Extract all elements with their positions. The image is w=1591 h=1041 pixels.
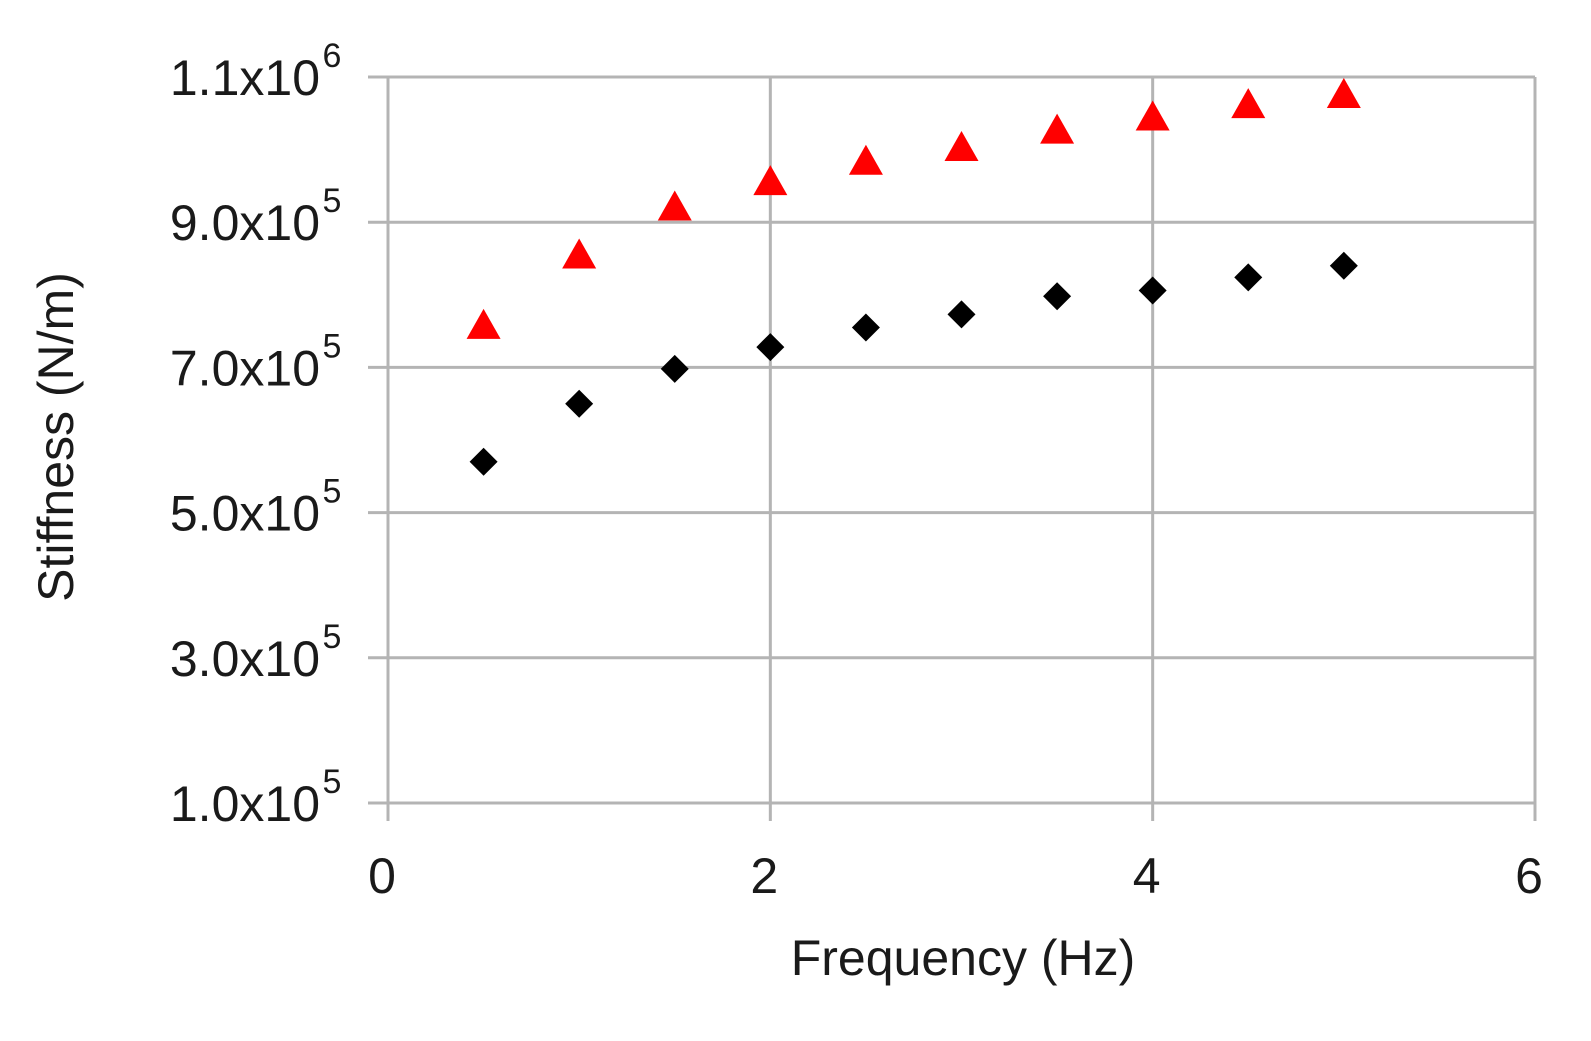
data-point-triangle bbox=[657, 190, 692, 221]
data-point-triangle bbox=[1135, 100, 1170, 131]
y-tick-label: 9.0x10 bbox=[170, 195, 320, 251]
data-point-diamond bbox=[1043, 282, 1072, 311]
x-axis-title: Frequency (Hz) bbox=[791, 930, 1136, 986]
data-point-diamond bbox=[756, 333, 785, 362]
data-point-triangle bbox=[562, 238, 597, 269]
y-tick-label: 1.0x10 bbox=[170, 776, 320, 832]
y-axis-title: Stiffness (N/m) bbox=[28, 272, 84, 602]
data-point-diamond bbox=[469, 447, 498, 476]
y-tick-exponent: 5 bbox=[323, 763, 342, 801]
data-point-diamond bbox=[1329, 251, 1358, 280]
data-point-diamond bbox=[1138, 276, 1167, 305]
data-point-diamond bbox=[1234, 263, 1263, 292]
y-tick-exponent: 5 bbox=[323, 473, 342, 511]
data-point-triangle bbox=[753, 165, 788, 196]
data-point-diamond bbox=[851, 313, 880, 342]
series-diamond bbox=[469, 251, 1358, 476]
y-tick-exponent: 5 bbox=[323, 327, 342, 365]
x-tick-label: 0 bbox=[368, 848, 396, 904]
y-tick-label: 5.0x10 bbox=[170, 486, 320, 542]
y-tick-label: 7.0x10 bbox=[170, 340, 320, 396]
y-tick-exponent: 6 bbox=[323, 37, 342, 75]
data-point-triangle bbox=[848, 144, 883, 175]
x-tick-label: 4 bbox=[1133, 848, 1161, 904]
y-tick-label: 1.1x10 bbox=[170, 50, 320, 106]
data-point-triangle bbox=[1326, 78, 1361, 109]
data-point-triangle bbox=[944, 131, 979, 161]
data-series bbox=[466, 78, 1361, 476]
x-tick-label: 6 bbox=[1515, 848, 1543, 904]
y-tick-exponent: 5 bbox=[323, 182, 342, 220]
grid bbox=[368, 75, 1537, 821]
data-point-triangle bbox=[1231, 88, 1266, 119]
y-tick-label: 3.0x10 bbox=[170, 631, 320, 687]
data-point-diamond bbox=[565, 389, 594, 418]
data-point-triangle bbox=[466, 308, 501, 339]
tick-labels: 1.0x10 53.0x10 55.0x10 57.0x10 59.0x10 51.1x1… bbox=[170, 37, 1543, 904]
data-point-triangle bbox=[1040, 113, 1075, 144]
series-triangle bbox=[466, 78, 1361, 339]
data-point-diamond bbox=[947, 300, 976, 329]
y-tick-exponent: 5 bbox=[323, 618, 342, 656]
x-tick-label: 2 bbox=[750, 848, 778, 904]
data-point-diamond bbox=[660, 354, 689, 383]
